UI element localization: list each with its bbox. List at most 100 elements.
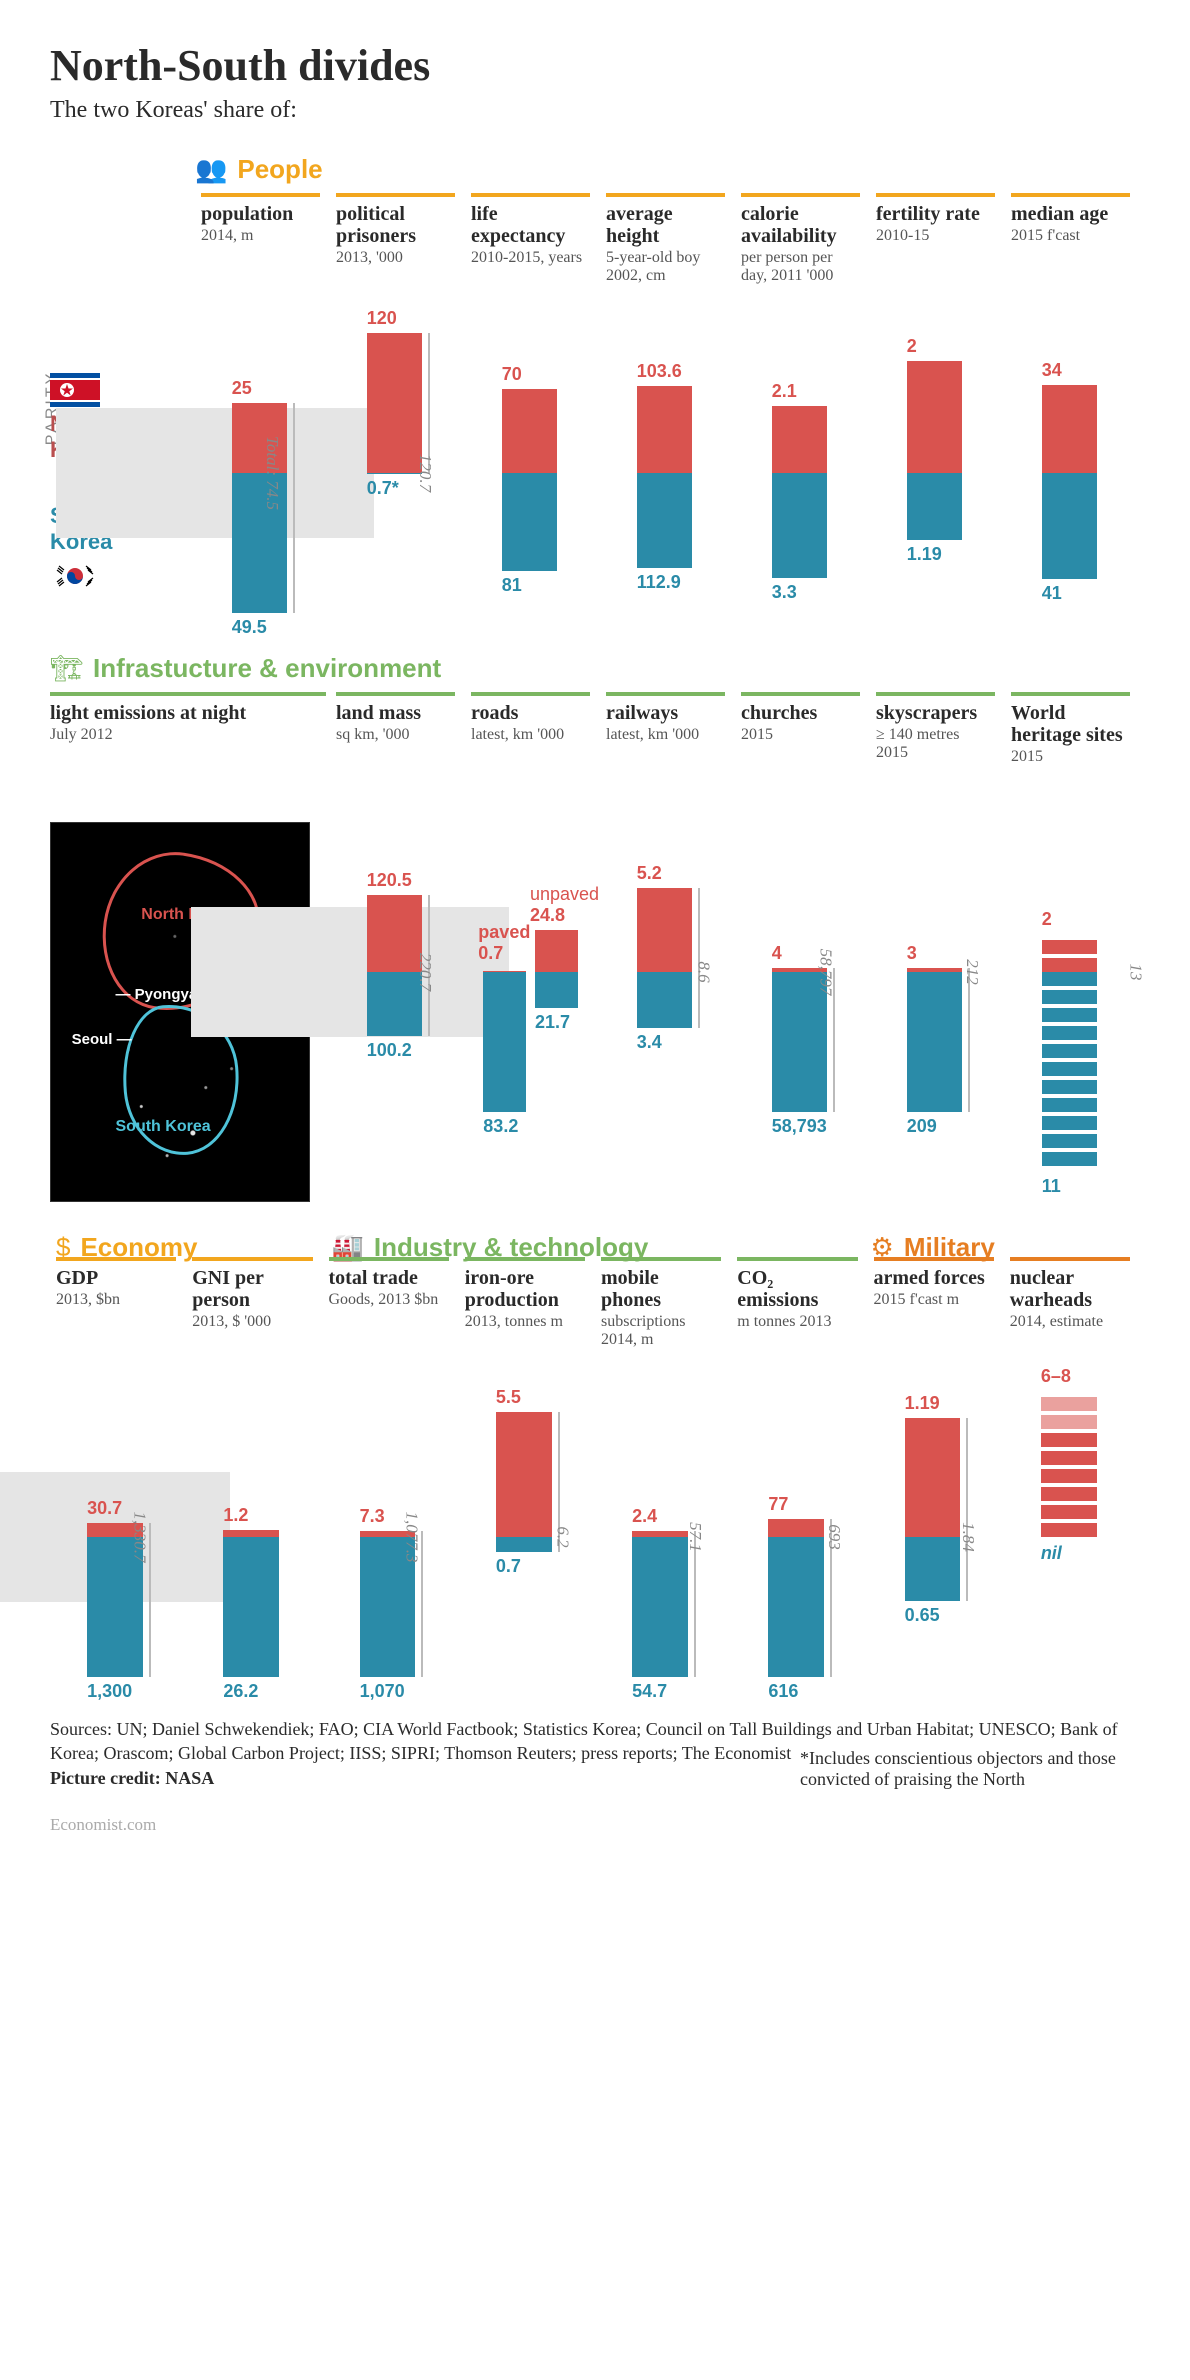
south-bar: [905, 1537, 961, 1601]
north-value: 5.5: [496, 1387, 521, 1408]
south-bar: [907, 972, 962, 1112]
metric-name: calorie availability: [741, 203, 860, 247]
north-bar: [223, 1530, 279, 1537]
metric-name: fertility rate: [876, 203, 995, 225]
metric-name: skyscrapers: [876, 702, 995, 724]
south-value: 1,300: [87, 1681, 132, 1702]
metric-name: railways: [606, 702, 725, 724]
metric-unit: 2013, $bn: [56, 1291, 176, 1309]
south-value: 3.4: [637, 1032, 662, 1053]
north-value: 70: [502, 364, 522, 385]
metric-unit: 2015: [1011, 748, 1130, 766]
south-korea-flag: [50, 559, 100, 593]
north-bar: [502, 389, 557, 473]
north-bar: [907, 361, 962, 473]
south-value: 0.7: [496, 1556, 521, 1577]
metric-name: CO₂ emissions: [737, 1267, 857, 1311]
metric-unit: 2010-15: [876, 227, 995, 245]
north-value: 120.5: [367, 870, 412, 891]
metric-name: nuclear warheads: [1010, 1267, 1130, 1311]
north-bar: [637, 386, 692, 473]
north-value: 2: [907, 336, 917, 357]
metric-name: churches: [741, 702, 860, 724]
footnote: *Includes conscientious objectors and th…: [800, 1748, 1140, 1790]
watermark: Economist.com: [50, 1815, 1140, 1835]
metric-name: World heritage sites: [1011, 702, 1130, 746]
metric-unit: ≥ 140 metres 2015: [876, 726, 995, 761]
section-title: People: [237, 154, 322, 185]
south-value: 0.7*: [367, 478, 399, 499]
metric-name: land mass: [336, 702, 455, 724]
south-value: 0.65: [905, 1605, 940, 1626]
section-icon: 🏗: [50, 653, 83, 684]
south-value: 58,793: [772, 1116, 827, 1137]
south-value: 54.7: [632, 1681, 667, 1702]
south-value: 41: [1042, 583, 1062, 604]
metric-unit: 2014, estimate: [1010, 1313, 1130, 1331]
metric-unit: latest, km '000: [606, 726, 725, 744]
north-value: 1.2: [223, 1505, 248, 1526]
north-bar: [1042, 385, 1097, 473]
south-bar: [367, 972, 422, 1036]
north-bar: [768, 1519, 824, 1537]
south-value: 1.19: [907, 544, 942, 565]
south-bar: [502, 473, 557, 571]
south-bar: [772, 473, 827, 578]
north-value: 5.2: [637, 863, 662, 884]
section-title: Infrastucture & environment: [93, 653, 441, 684]
north-value: 103.6: [637, 361, 682, 382]
south-value: 616: [768, 1681, 798, 1702]
metric-unit: 2015 f'cast: [1011, 227, 1130, 245]
south-value: 3.3: [772, 582, 797, 603]
north-value: 34: [1042, 360, 1062, 381]
north-bar: [367, 895, 422, 972]
north-value: 120: [367, 308, 397, 329]
metric-unit: 5-year-old boy 2002, cm: [606, 249, 725, 284]
south-value: 26.2: [223, 1681, 258, 1702]
page-title: North-South divides: [50, 40, 1140, 91]
north-value: 77: [768, 1494, 788, 1515]
north-value: 30.7: [87, 1498, 122, 1519]
metric-name: roads: [471, 702, 590, 724]
metric-name: total trade: [329, 1267, 449, 1289]
south-bar: [632, 1537, 688, 1677]
metric-unit: 2013, $ '000: [192, 1313, 312, 1331]
metric-unit: July 2012: [50, 726, 326, 744]
north-value: 2.1: [772, 381, 797, 402]
south-bar: [907, 473, 962, 540]
south-bar: [1042, 473, 1097, 579]
metric-unit: 2015 f'cast m: [874, 1291, 994, 1309]
north-bar: [905, 1418, 961, 1537]
south-bar: [768, 1537, 824, 1677]
metric-unit: 2014, m: [201, 227, 320, 245]
metric-unit: 2013, '000: [336, 249, 455, 267]
metric-unit: latest, km '000: [471, 726, 590, 744]
north-value: 7.3: [360, 1506, 385, 1527]
south-value: 1,070: [360, 1681, 405, 1702]
metric-name: mobile phones: [601, 1267, 721, 1311]
south-value: 209: [907, 1116, 937, 1137]
south-bar: [637, 473, 692, 568]
south-value: 112.9: [637, 572, 681, 593]
north-bar: [496, 1412, 552, 1537]
metric-name: median age: [1011, 203, 1130, 225]
metric-unit: m tonnes 2013: [737, 1313, 857, 1331]
north-value: 1.19: [905, 1393, 940, 1414]
north-value: 2.4: [632, 1506, 657, 1527]
section-icon: 👥: [195, 154, 227, 185]
metric-unit: 2015: [741, 726, 860, 744]
metric-name: GDP: [56, 1267, 176, 1289]
metric-unit: 2013, tonnes m: [465, 1313, 585, 1331]
metric-name: population: [201, 203, 320, 225]
north-bar: [772, 406, 827, 473]
metric-name: average height: [606, 203, 725, 247]
south-bar: [496, 1537, 552, 1552]
metric-name: light emissions at night: [50, 702, 326, 724]
metric-unit: per person per day, 2011 '000: [741, 249, 860, 284]
north-value: 4: [772, 943, 782, 964]
south-bar: [637, 972, 692, 1028]
metric-name: iron-ore production: [465, 1267, 585, 1311]
metric-unit: subscriptions 2014, m: [601, 1313, 721, 1348]
metric-name: armed forces: [874, 1267, 994, 1289]
north-bar: [637, 888, 692, 972]
